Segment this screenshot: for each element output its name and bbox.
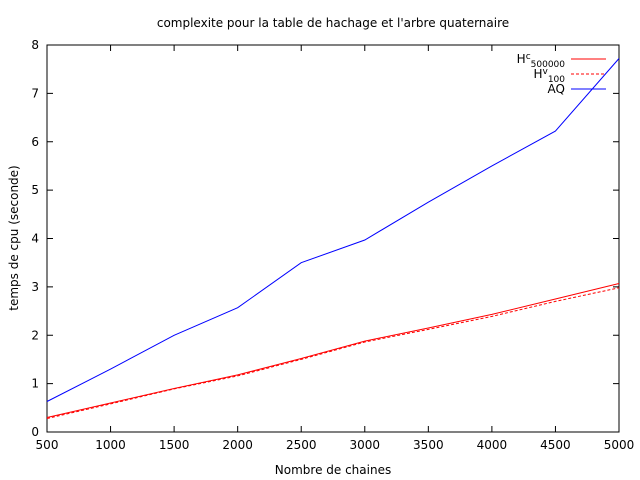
y-tick-label: 1 <box>31 377 39 391</box>
x-tick-label: 500 <box>36 438 59 452</box>
x-tick-label: 4000 <box>477 438 508 452</box>
x-tick-label: 3000 <box>350 438 381 452</box>
series-line-2 <box>46 287 620 419</box>
x-tick-label: 2000 <box>222 438 253 452</box>
series-line-1 <box>46 283 620 418</box>
series-lines <box>46 58 620 419</box>
x-tick-label: 1500 <box>159 438 190 452</box>
legend-label-3: AQ <box>548 82 565 96</box>
y-tick-label: 0 <box>31 425 39 439</box>
x-tick-label: 2500 <box>286 438 317 452</box>
x-tick-label: 4500 <box>540 438 571 452</box>
y-tick-label: 4 <box>31 232 39 246</box>
plot-area-frame <box>46 44 620 433</box>
y-tick-label: 3 <box>31 280 39 294</box>
x-tick-label: 5000 <box>604 438 635 452</box>
chart-title: complexite pour la table de hachage et l… <box>157 16 509 30</box>
series-line-3 <box>46 58 620 402</box>
y-tick-label: 8 <box>31 38 39 52</box>
y-tick-label: 7 <box>31 86 39 100</box>
y-tick-label: 2 <box>31 328 39 342</box>
y-axis-label: temps de cpu (seconde) <box>7 165 21 310</box>
x-tick-label: 3500 <box>413 438 444 452</box>
legend-label-2: Hv100 <box>533 67 565 85</box>
x-axis-label: Nombre de chaines <box>275 463 391 477</box>
y-tick-label: 6 <box>31 135 39 149</box>
x-tick-label: 1000 <box>95 438 126 452</box>
y-tick-label: 5 <box>31 183 39 197</box>
axis-ticks: 500 1000 1500 2000 2500 3000 3500 4000 4500 5000 0… <box>31 38 634 452</box>
legend-label-1: Hc500000 <box>517 52 566 70</box>
